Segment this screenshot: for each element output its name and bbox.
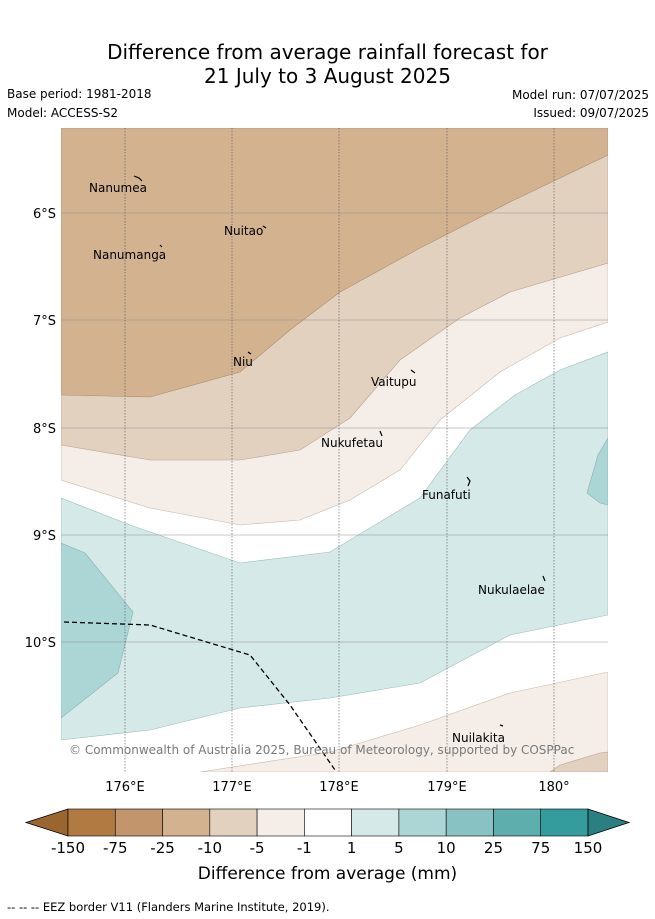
place-label-niu: Niu bbox=[233, 355, 253, 369]
colorbar-tick-label: 75 bbox=[531, 839, 550, 857]
base-period: Base period: 1981-2018 bbox=[7, 87, 152, 101]
colorbar-tick-label: 5 bbox=[394, 839, 404, 857]
place-label-nuitao: Nuitao bbox=[224, 224, 263, 238]
eez-border bbox=[63, 621, 336, 771]
colorbar-swatch bbox=[209, 808, 258, 837]
map-area: Nanumea Nuitao Nanumanga Niu Vaitupu Nuk… bbox=[61, 128, 608, 772]
colorbar-tick-label: -10 bbox=[198, 839, 223, 857]
band-plus-5-west bbox=[61, 542, 134, 719]
place-label-nanumanga: Nanumanga bbox=[93, 248, 166, 262]
place-label-vaitupu: Vaitupu bbox=[371, 375, 417, 389]
lat-label-7s: 7°S bbox=[33, 314, 56, 329]
issued-date: Issued: 09/07/2025 bbox=[533, 106, 649, 120]
axis-labels: 6°S 7°S 8°S 9°S 10°S 176°E 177°E 178°E 1… bbox=[25, 207, 570, 795]
lon-label-176e: 176°E bbox=[105, 780, 145, 795]
place-label-nanumea: Nanumea bbox=[89, 181, 147, 195]
colorbar-swatch bbox=[304, 808, 352, 837]
title-line-1: Difference from average rainfall forecas… bbox=[107, 40, 548, 64]
colorbar-swatch bbox=[256, 808, 305, 837]
title-line-2: 21 July to 3 August 2025 bbox=[204, 64, 451, 88]
copyright-text: © Commonwealth of Australia 2025, Bureau… bbox=[69, 743, 574, 757]
footer-note: -- -- -- EEZ border V11 (Flanders Marine… bbox=[7, 900, 330, 914]
colorbar-swatch bbox=[493, 808, 542, 837]
island-outlines bbox=[133, 175, 546, 727]
lon-label-177e: 177°E bbox=[212, 780, 252, 795]
island-labels: Nanumea Nuitao Nanumanga Niu Vaitupu Nuk… bbox=[89, 181, 545, 745]
band-plus-1 bbox=[61, 351, 608, 741]
map-title: Difference from average rainfall forecas… bbox=[0, 40, 655, 88]
colorbar-arrow-low bbox=[24, 808, 69, 837]
model-name: Model: ACCESS-S2 bbox=[7, 106, 119, 120]
colorbar-tick-label: 150 bbox=[574, 839, 603, 857]
colorbar: -150 -75 -25 -10 -5 -1 1 5 10 25 75 150 bbox=[24, 808, 631, 857]
colorbar-tick-label: 10 bbox=[437, 839, 456, 857]
lat-label-10s: 10°S bbox=[25, 636, 56, 651]
colorbar-swatch bbox=[398, 808, 447, 837]
lat-label-8s: 8°S bbox=[33, 422, 56, 437]
band-plus-5-east bbox=[586, 437, 608, 506]
place-label-nuilakita: Nuilakita bbox=[452, 731, 505, 745]
colorbar-swatch bbox=[445, 808, 494, 837]
lon-label-179e: 179°E bbox=[427, 780, 467, 795]
lon-label-180: 180° bbox=[538, 780, 569, 795]
gridlines bbox=[61, 128, 608, 772]
band-minus-5-south bbox=[549, 751, 608, 772]
colorbar-swatch bbox=[114, 808, 163, 837]
colorbar-swatch bbox=[540, 808, 589, 837]
colorbar-tick-label: 1 bbox=[347, 839, 357, 857]
colorbar-swatch bbox=[67, 808, 116, 837]
colorbar-tick-label: -5 bbox=[250, 839, 265, 857]
colorbar-tick-label: -1 bbox=[297, 839, 312, 857]
colorbar-swatch bbox=[351, 808, 400, 837]
colorbar-tick-label: -75 bbox=[103, 839, 128, 857]
colorbar-tick-label: -25 bbox=[150, 839, 175, 857]
band-minus-10 bbox=[61, 128, 608, 398]
colorbar-tick-label: 25 bbox=[484, 839, 503, 857]
place-label-nukulaelae: Nukulaelae bbox=[478, 583, 545, 597]
colorbar-title: Difference from average (mm) bbox=[197, 864, 458, 884]
colorbar-arrow-high bbox=[587, 808, 631, 837]
lat-label-6s: 6°S bbox=[33, 207, 56, 222]
colorbar-swatch bbox=[162, 808, 211, 837]
model-run: Model run: 07/07/2025 bbox=[511, 88, 649, 102]
lat-label-9s: 9°S bbox=[33, 529, 56, 544]
colorbar-tick-label: -150 bbox=[51, 839, 85, 857]
lon-label-178e: 178°E bbox=[319, 780, 359, 795]
place-label-funafuti: Funafuti bbox=[422, 488, 471, 502]
band-minus-1-south bbox=[199, 671, 608, 772]
place-label-nukufetau: Nukufetau bbox=[321, 436, 383, 450]
